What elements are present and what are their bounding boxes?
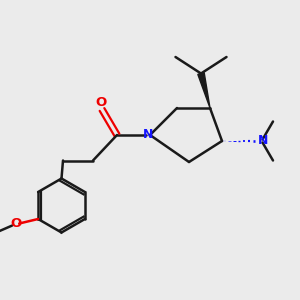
Polygon shape xyxy=(198,73,210,108)
Text: O: O xyxy=(95,96,106,110)
Text: O: O xyxy=(10,217,21,230)
Text: N: N xyxy=(142,128,153,142)
Text: N: N xyxy=(258,134,268,148)
